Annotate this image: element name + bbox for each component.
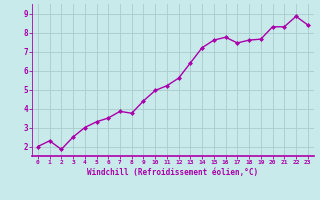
X-axis label: Windchill (Refroidissement éolien,°C): Windchill (Refroidissement éolien,°C): [87, 168, 258, 177]
